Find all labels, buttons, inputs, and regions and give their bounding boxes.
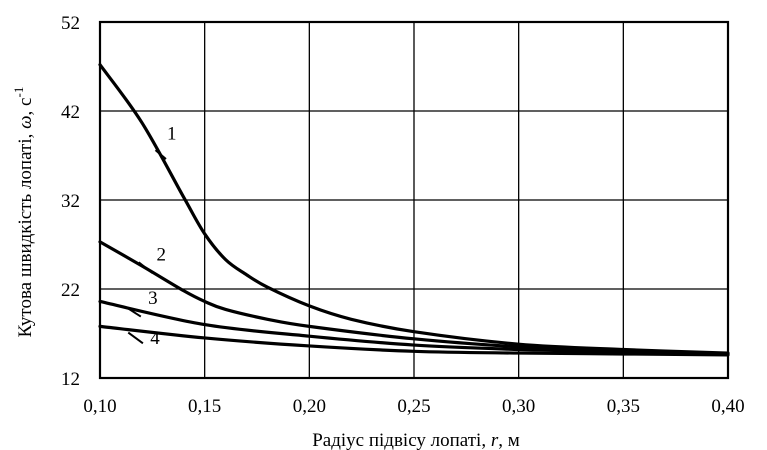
series-label-2: 2 <box>157 245 167 266</box>
x-tick-label: 0,40 <box>711 396 744 417</box>
y-tick-label: 42 <box>61 102 80 123</box>
x-tick-label: 0,30 <box>502 396 535 417</box>
series-leader-4 <box>127 331 144 345</box>
y-tick-label: 52 <box>61 13 80 34</box>
series-line-4 <box>98 324 730 357</box>
y-tick-label: 12 <box>61 369 80 390</box>
series-leader-2 <box>138 261 153 274</box>
curve-labels: 1 2 3 4 <box>127 123 177 349</box>
series-leader-1 <box>154 149 167 160</box>
x-tick-label: 0,35 <box>607 396 640 417</box>
x-tick-label: 0,15 <box>188 396 221 417</box>
x-axis-label: Радіус підвісу лопаті, r, м <box>312 430 520 450</box>
grid <box>98 20 730 380</box>
series-line-3 <box>98 299 730 356</box>
series-label-4: 4 <box>150 328 160 349</box>
x-tick-label: 0,20 <box>293 396 326 417</box>
series-line-1 <box>98 63 730 355</box>
series-label-1: 1 <box>167 123 177 144</box>
series-leader-3 <box>127 307 142 318</box>
plot-frame <box>98 20 730 380</box>
x-tick-label: 0,25 <box>397 396 430 417</box>
y-tick-label: 32 <box>61 191 80 212</box>
y-axis-label: Кутова швидкість лопаті, ω, с-1 <box>11 87 36 338</box>
x-tick-label: 0,10 <box>83 396 116 417</box>
series-layer <box>98 63 730 357</box>
series-label-3: 3 <box>148 288 158 309</box>
y-tick-label: 22 <box>61 280 80 301</box>
